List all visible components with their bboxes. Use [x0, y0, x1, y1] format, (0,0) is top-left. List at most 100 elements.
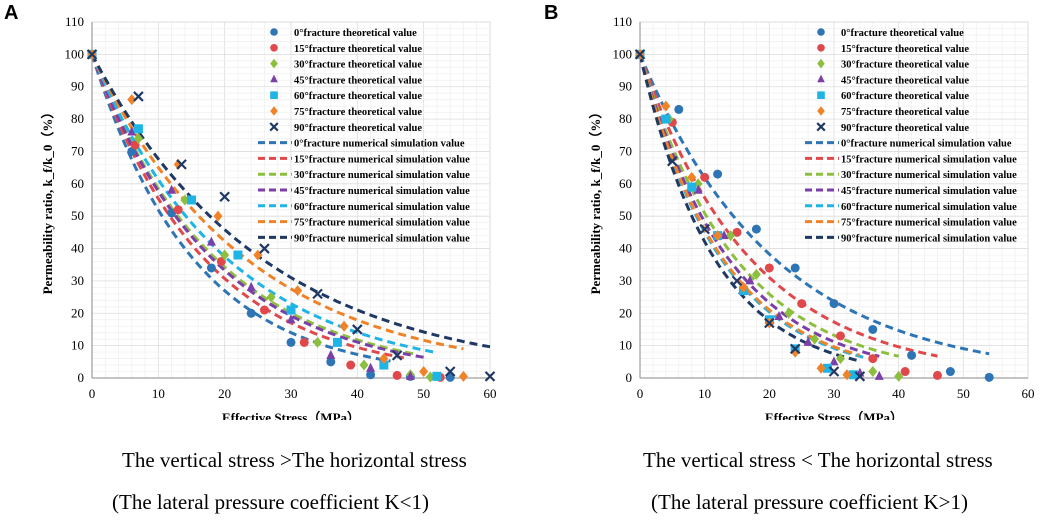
chart-a-x-tick-label: 10 — [152, 386, 165, 401]
chart-a-x-tick-label: 40 — [351, 386, 364, 401]
chart-b-x-tick-label: 50 — [957, 386, 970, 401]
chart-b-y-tick-label: 30 — [619, 273, 632, 288]
chart-b-point-75 — [842, 369, 852, 381]
chart-b-point-0 — [674, 104, 684, 114]
chart-a-point-90 — [259, 243, 270, 254]
chart-a-legend-label-30: 30°fracture theoretical value — [294, 60, 422, 71]
chart-b-y-tick-label: 50 — [619, 208, 632, 223]
chart-a-y-tick-label: 0 — [78, 370, 85, 385]
chart-a-legend-sim-label-0: 0°fracture numerical simulation value — [294, 139, 465, 150]
chart-b-point-90 — [854, 371, 866, 382]
chart-a-point-30 — [359, 359, 369, 371]
chart-a-point-15 — [216, 256, 226, 266]
chart-b-point-60 — [687, 182, 697, 192]
chart-b-point-15 — [764, 263, 774, 273]
chart-b-x-tick-label: 20 — [763, 386, 776, 401]
chart-a-point-75 — [213, 210, 223, 222]
chart-b-y-tick-label: 0 — [626, 370, 633, 385]
chart-a-legend-marker-60 — [270, 91, 278, 99]
chart-b-point-0 — [945, 367, 955, 377]
chart-b-legend-sim-label-15: 15°fracture numerical simulation value — [841, 154, 1017, 165]
chart-b-point-15 — [932, 370, 942, 380]
chart-a-point-90 — [312, 288, 323, 300]
chart-a-point-60 — [432, 371, 442, 381]
chart-a-sim-curve-90 — [90, 53, 491, 349]
chart-a-point-60 — [233, 250, 243, 260]
chart-a-point-60 — [379, 360, 389, 370]
chart-b-legend-label-15: 15°fracture theoretical value — [841, 44, 969, 55]
chart-a-legend-marker-0 — [270, 28, 278, 36]
chart-a-point-75 — [293, 285, 303, 297]
chart-b-y-tick-label: 70 — [619, 143, 632, 158]
chart-a-y-tick-label: 30 — [71, 273, 84, 288]
chart-a-point-90 — [133, 91, 144, 102]
chart-b-point-90 — [634, 49, 646, 60]
chart-b-sim-curve-30 — [638, 53, 900, 358]
chart-b-point-60 — [661, 114, 671, 124]
chart-a-y-tick-label: 40 — [71, 241, 84, 256]
chart-a-point-45 — [366, 362, 376, 372]
chart-a-point-15 — [173, 205, 183, 215]
chart-b-point-75 — [713, 230, 723, 242]
chart-b-legend-label-45: 45°fracture theoretical value — [841, 75, 969, 86]
chart-b-y-tick-label: 100 — [613, 46, 633, 61]
chart-b-legend-label-30: 30°fracture theoretical value — [841, 60, 969, 71]
chart-a-point-45 — [286, 314, 296, 324]
chart-b-point-30 — [751, 268, 761, 280]
chart-a-y-tick-label: 90 — [71, 79, 84, 94]
chart-a-y-tick-label: 110 — [65, 14, 84, 29]
chart-a-point-90 — [86, 49, 98, 60]
caption-b-line2: (The lateral pressure coefficient K>1) — [651, 490, 968, 514]
chart-a-point-15 — [259, 305, 269, 315]
chart-b-point-90 — [667, 155, 678, 167]
chart-a-y-axis-title: Permeability ratio, k_f/k_0（%） — [40, 106, 55, 295]
chart-a-point-75 — [173, 158, 183, 170]
chart-a-point-75 — [458, 370, 468, 382]
chart-a-point-75 — [379, 353, 389, 365]
chart-a-legend-sim-label-15: 15°fracture numerical simulation value — [294, 154, 470, 165]
chart-a-sim-curve-0 — [90, 53, 391, 363]
chart-b-legend-label-60: 60°fracture theoretical value — [841, 91, 969, 102]
chart-a-legend-label-60: 60°fracture theoretical value — [294, 91, 422, 102]
chart-b-point-30 — [784, 307, 794, 319]
chart-a-point-0 — [326, 357, 336, 367]
chart-a-point-30 — [220, 249, 230, 261]
chart-b-legend-marker-0 — [817, 28, 825, 36]
chart-a-point-0 — [366, 370, 376, 380]
chart-a-sim-curve-60 — [90, 53, 438, 355]
chart-b-legend-sim-label-75: 75°fracture numerical simulation value — [841, 218, 1017, 229]
chart-b-point-30 — [894, 370, 904, 382]
chart-a-svg: 0 10 20 30 40 50 60 0 10 20 30 40 50 60 70 80 90 100 110 Ef… — [40, 14, 497, 425]
chart-a-point-45 — [246, 281, 256, 291]
chart-b-y-tick-label: 80 — [619, 111, 632, 126]
chart-a-point-90 — [444, 366, 456, 377]
chart-a-y-tick-label: 60 — [71, 176, 84, 191]
chart-a-y-tick-label: 20 — [71, 305, 84, 320]
chart-b-point-45 — [745, 275, 755, 285]
chart-b-svg: 0 10 20 30 40 50 60 0 10 20 30 40 50 60 70 80 90 100 110 Ef… — [588, 14, 1035, 425]
caption-b-line1: The vertical stress < The horizontal str… — [643, 448, 993, 472]
chart-a-legend-marker-90 — [269, 122, 279, 132]
chart-b-legend-label-0: 0°fracture theoretical value — [841, 28, 964, 39]
chart-b-point-0 — [751, 224, 761, 234]
chart-b-point-90 — [699, 223, 710, 235]
chart-b-point-90 — [789, 343, 801, 355]
chart-a-point-15 — [299, 337, 309, 347]
chart-b-y-axis-title: Permeability ratio, k_f/k_0（%） — [588, 106, 603, 295]
chart-b-point-15 — [700, 172, 710, 182]
chart-b-x-axis-title: Effective Stress（MPa） — [765, 410, 903, 420]
chart-b-point-0 — [984, 372, 994, 382]
chart-a-point-90 — [352, 324, 363, 335]
chart-a-legend-sim-label-30: 30°fracture numerical simulation value — [294, 170, 470, 181]
chart-b-x-tick-label: 30 — [828, 386, 841, 401]
chart-b-legend-sim-label-0: 0°fracture numerical simulation value — [841, 139, 1012, 150]
chart-b-legend-label-75: 75°fracture theoretical value — [841, 107, 969, 118]
chart-b-point-15 — [835, 331, 845, 341]
chart-b-sim-curve-90 — [638, 54, 861, 363]
chart-a-y-tick-label: 10 — [71, 338, 84, 353]
chart-a-legend-sim-label-45: 45°fracture numerical simulation value — [294, 186, 470, 197]
chart-b-x-tick-label: 60 — [1022, 386, 1035, 401]
chart-panel-a: A 0 10 20 30 40 50 60 0 10 20 30 40 50 60 70 80 90 100 110… — [0, 0, 520, 425]
chart-a-point-45 — [206, 236, 216, 246]
chart-a-x-tick-label: 30 — [285, 386, 298, 401]
